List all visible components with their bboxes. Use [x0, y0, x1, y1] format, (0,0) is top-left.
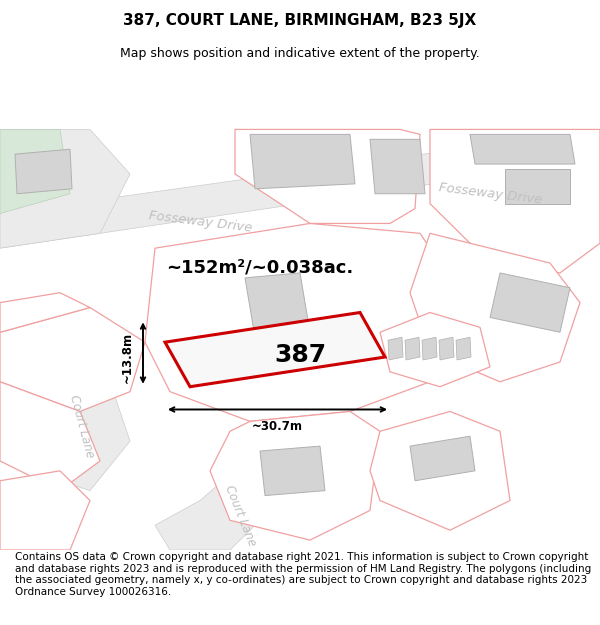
Polygon shape	[15, 149, 72, 194]
Polygon shape	[0, 129, 600, 248]
Polygon shape	[0, 129, 130, 248]
Polygon shape	[245, 273, 310, 338]
Polygon shape	[0, 471, 90, 550]
Polygon shape	[505, 169, 570, 204]
Text: ~152m²/~0.038ac.: ~152m²/~0.038ac.	[166, 259, 353, 277]
Polygon shape	[210, 411, 380, 540]
Polygon shape	[388, 338, 403, 360]
Polygon shape	[145, 223, 460, 421]
Polygon shape	[235, 129, 420, 223]
Polygon shape	[490, 273, 570, 332]
Polygon shape	[410, 233, 580, 382]
Text: Map shows position and indicative extent of the property.: Map shows position and indicative extent…	[120, 48, 480, 61]
Text: 387: 387	[274, 342, 326, 366]
Polygon shape	[0, 292, 90, 332]
Polygon shape	[0, 382, 100, 491]
Polygon shape	[410, 436, 475, 481]
Text: Court Lane: Court Lane	[67, 393, 97, 459]
Text: Court Lane: Court Lane	[222, 483, 258, 548]
Polygon shape	[250, 134, 355, 189]
Polygon shape	[370, 139, 425, 194]
Polygon shape	[430, 129, 600, 273]
Polygon shape	[0, 129, 70, 214]
Text: ~13.8m: ~13.8m	[121, 331, 133, 382]
Polygon shape	[439, 338, 454, 360]
Text: ~30.7m: ~30.7m	[252, 420, 303, 432]
Polygon shape	[470, 134, 575, 164]
Text: Fosseway Drive: Fosseway Drive	[148, 209, 253, 234]
Polygon shape	[260, 446, 325, 496]
Polygon shape	[0, 302, 130, 491]
Text: Fosseway Drive: Fosseway Drive	[437, 181, 542, 206]
Polygon shape	[422, 338, 437, 360]
Text: 387, COURT LANE, BIRMINGHAM, B23 5JX: 387, COURT LANE, BIRMINGHAM, B23 5JX	[124, 14, 476, 29]
Polygon shape	[165, 312, 385, 387]
Polygon shape	[370, 411, 510, 530]
Text: Contains OS data © Crown copyright and database right 2021. This information is : Contains OS data © Crown copyright and d…	[15, 552, 591, 597]
Polygon shape	[456, 338, 471, 360]
Polygon shape	[0, 308, 145, 411]
Polygon shape	[155, 431, 320, 550]
Polygon shape	[380, 312, 490, 387]
Polygon shape	[405, 338, 420, 360]
